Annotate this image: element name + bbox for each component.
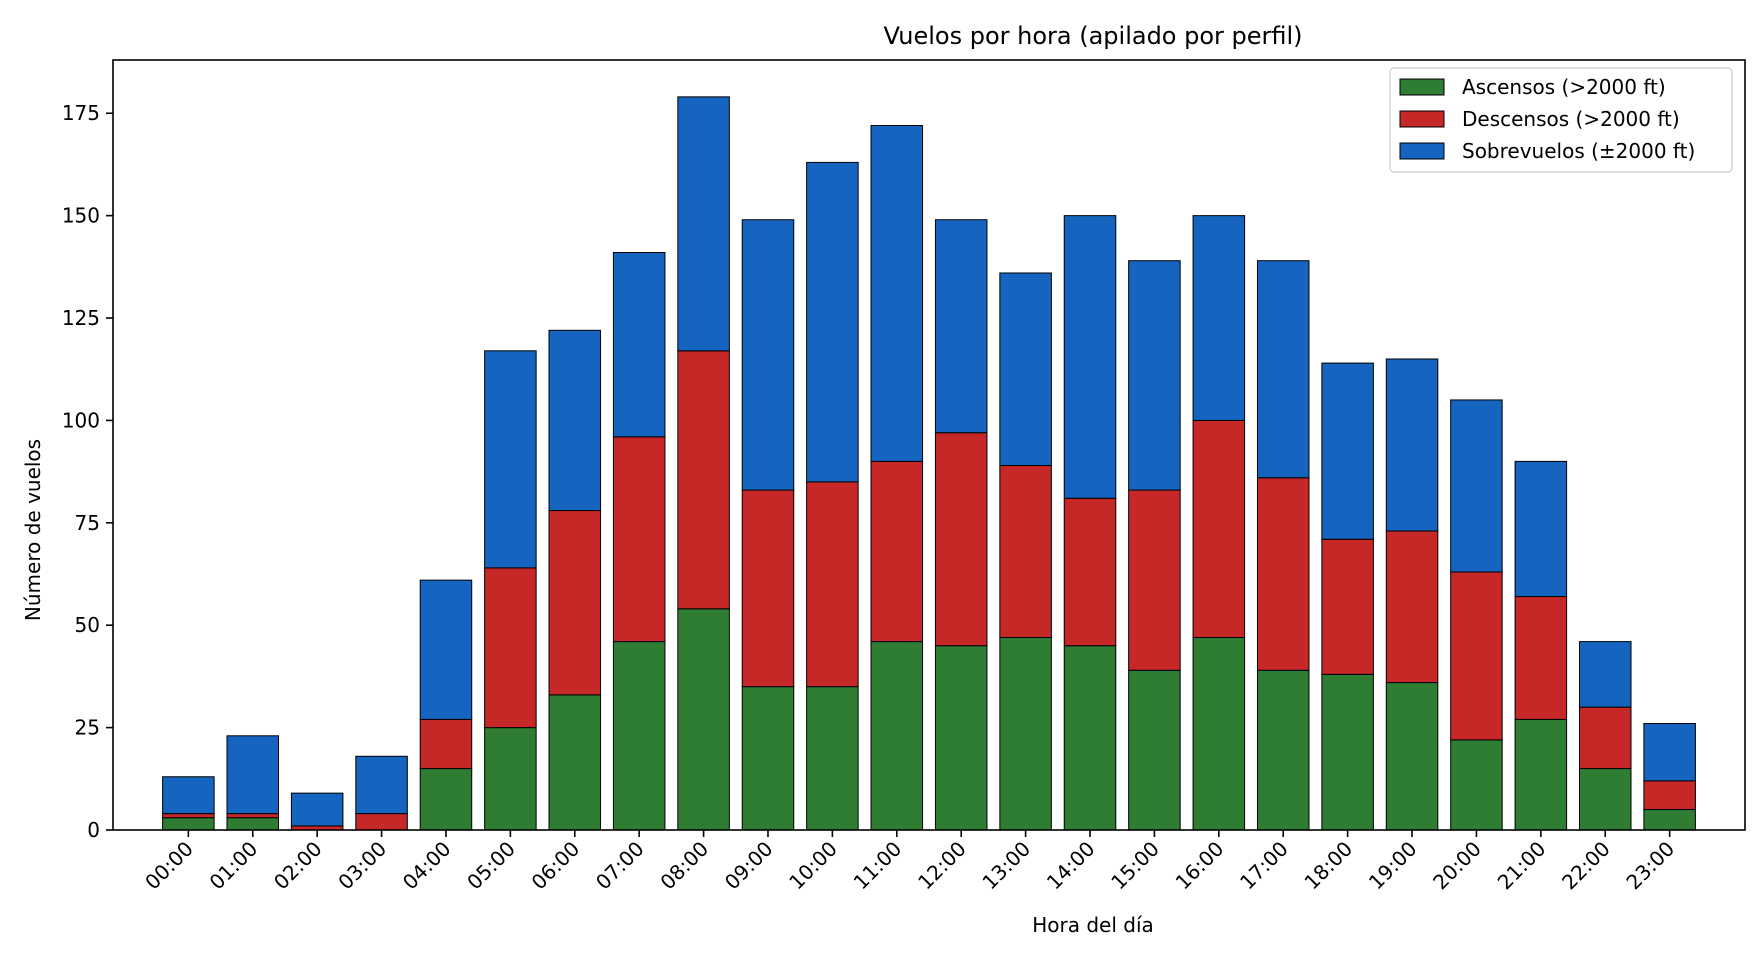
y-tick-label: 125 — [62, 306, 100, 330]
bar-2100-series-2 — [1514, 596, 1568, 720]
bar-0500-series-2 — [484, 567, 537, 729]
y-tick-label: 100 — [62, 408, 100, 432]
bar-0200-series-3 — [290, 792, 344, 827]
series-1-bars — [162, 608, 1696, 831]
bar-0400-series-3 — [419, 579, 473, 720]
bar-1300-series-3 — [999, 272, 1052, 466]
bar-0000-series-1 — [162, 817, 215, 831]
bar-1000-series-1 — [806, 686, 859, 831]
bar-2000-series-3 — [1450, 399, 1503, 573]
bar-2300-series-2 — [1643, 780, 1696, 811]
bar-1200-series-2 — [934, 432, 988, 647]
y-tick-label: 175 — [62, 101, 100, 125]
bar-1000-series-2 — [806, 481, 859, 688]
legend: Ascensos (>2000 ft) Descensos (>2000 ft) S… — [1389, 67, 1733, 173]
legend-swatch — [1399, 142, 1445, 160]
bar-1300-series-2 — [999, 464, 1052, 638]
bar-1200-series-3 — [934, 219, 988, 434]
x-axis-label: Hora del día — [1032, 913, 1154, 937]
bar-0900-series-1 — [741, 686, 795, 831]
bar-1200-series-1 — [934, 645, 988, 831]
y-tick-label: 50 — [75, 613, 100, 637]
bar-0800-series-3 — [677, 96, 730, 352]
bar-0000-series-3 — [162, 776, 215, 815]
bar-2100-series-3 — [1514, 460, 1568, 598]
bar-2200-series-2 — [1578, 706, 1632, 770]
bar-0300-series-3 — [355, 755, 408, 815]
bar-1500-series-3 — [1128, 260, 1181, 491]
bar-1300-series-1 — [999, 637, 1052, 831]
y-tick-label: 0 — [87, 818, 100, 842]
bar-1700-series-2 — [1256, 477, 1310, 671]
bar-1400-series-3 — [1063, 215, 1117, 499]
bar-1800-series-3 — [1321, 362, 1374, 540]
bar-0800-series-1 — [677, 608, 730, 831]
bar-0500-series-3 — [484, 350, 537, 569]
bar-0900-series-2 — [741, 489, 795, 688]
bar-0700-series-3 — [612, 252, 666, 438]
bar-1500-series-1 — [1128, 669, 1181, 831]
bar-1700-series-1 — [1256, 669, 1310, 831]
bar-0600-series-3 — [548, 329, 602, 512]
bar-1900-series-2 — [1385, 530, 1439, 684]
bar-0500-series-1 — [484, 727, 537, 831]
legend-box — [1389, 67, 1733, 173]
legend-label: Sobrevuelos (±2000 ft) — [1462, 139, 1695, 163]
bar-2100-series-1 — [1514, 718, 1568, 831]
legend-label: Ascensos (>2000 ft) — [1462, 75, 1666, 99]
y-tick-label: 150 — [62, 204, 100, 228]
bar-0300-series-2 — [355, 813, 408, 831]
bar-2000-series-1 — [1450, 739, 1503, 831]
y-tick-label: 25 — [75, 716, 100, 740]
bar-1800-series-1 — [1321, 673, 1374, 831]
y-tick-label: 75 — [75, 511, 100, 535]
bar-1800-series-2 — [1321, 538, 1374, 675]
bar-1100-series-2 — [870, 460, 924, 643]
bar-0600-series-1 — [548, 694, 602, 831]
legend-swatch — [1399, 110, 1445, 128]
bar-0400-series-1 — [419, 768, 473, 831]
bar-0100-series-2 — [226, 813, 280, 819]
bar-2200-series-1 — [1578, 768, 1632, 831]
bar-1400-series-1 — [1063, 645, 1117, 831]
bar-0400-series-2 — [419, 718, 473, 770]
bar-1700-series-3 — [1256, 260, 1310, 479]
bar-0700-series-1 — [612, 641, 666, 831]
bar-0800-series-2 — [677, 350, 730, 610]
bar-0900-series-3 — [741, 219, 795, 491]
bar-1500-series-2 — [1128, 489, 1181, 671]
y-axis-label: Número de vuelos — [21, 439, 45, 621]
bar-1400-series-2 — [1063, 497, 1117, 647]
bar-1900-series-3 — [1385, 358, 1439, 532]
bar-0000-series-2 — [162, 813, 215, 819]
bar-0100-series-3 — [226, 735, 280, 815]
bar-1600-series-1 — [1192, 637, 1246, 831]
legend-label: Descensos (>2000 ft) — [1462, 107, 1680, 131]
axes-frame — [112, 59, 1746, 831]
series-3-bars — [162, 96, 1696, 827]
bar-2300-series-3 — [1643, 723, 1696, 782]
bar-2000-series-2 — [1450, 571, 1503, 741]
bar-1000-series-3 — [806, 161, 859, 483]
bar-2200-series-3 — [1578, 641, 1632, 708]
bar-1900-series-1 — [1385, 682, 1439, 831]
bar-0100-series-1 — [226, 817, 280, 831]
legend-swatch — [1399, 78, 1445, 96]
bar-1100-series-1 — [870, 641, 924, 831]
chart-title: Vuelos por hora (apilado por perfil) — [883, 22, 1302, 50]
bar-1600-series-3 — [1192, 215, 1246, 421]
bar-0700-series-2 — [612, 436, 666, 643]
bar-2300-series-1 — [1643, 809, 1696, 831]
bar-1600-series-2 — [1192, 419, 1246, 638]
bar-0600-series-2 — [548, 510, 602, 696]
bar-1100-series-3 — [870, 125, 924, 462]
series-2-bars — [162, 350, 1696, 831]
